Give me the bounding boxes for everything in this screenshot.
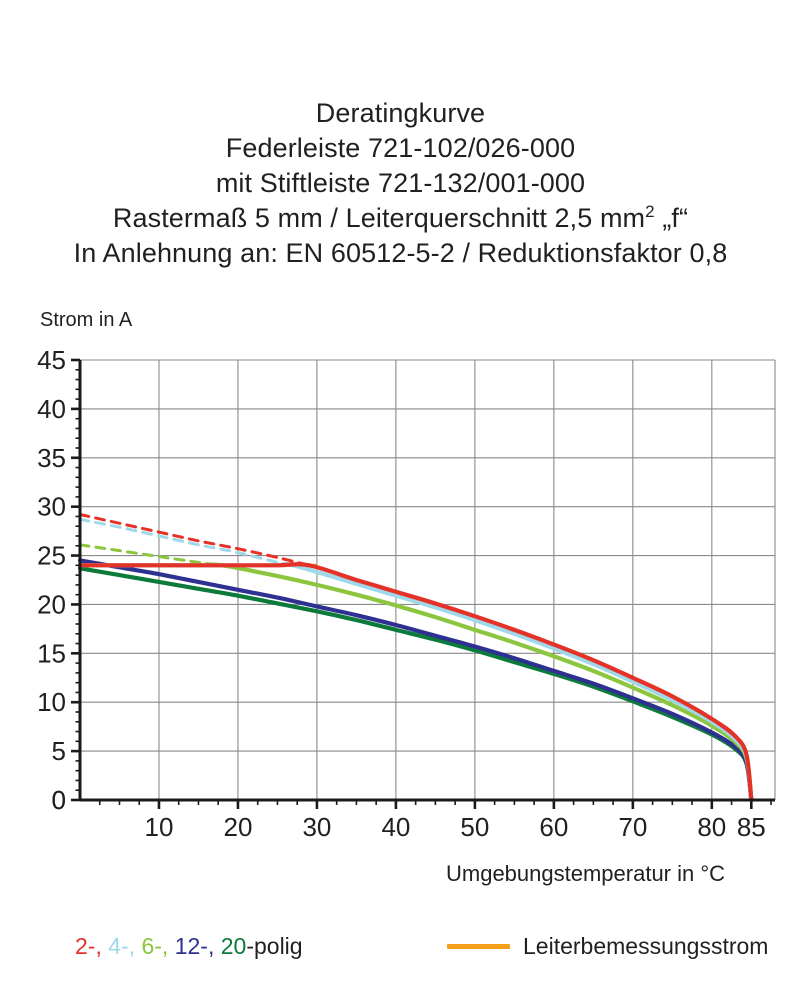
legend-pole-2: 2-,: [75, 933, 109, 959]
y-tick-label-40: 40: [37, 394, 66, 424]
x-tick-label-70: 70: [618, 812, 647, 842]
y-tick-label-20: 20: [37, 589, 66, 619]
title-line-4-post: „f“: [654, 203, 689, 233]
y-tick-label-35: 35: [37, 443, 66, 473]
y-tick-label-10: 10: [37, 687, 66, 717]
legend-pole-6: 6-,: [141, 933, 175, 959]
x-tick-label-85: 85: [737, 812, 766, 842]
y-tick-label-25: 25: [37, 541, 66, 571]
chart-title-block: Deratingkurve Federleiste 721-102/026-00…: [0, 96, 801, 271]
title-line-2: Federleiste 721-102/026-000: [225, 133, 576, 163]
series-2-polig: [77, 562, 754, 803]
legend-rated-label: Leiterbemessungsstrom: [523, 933, 769, 959]
x-tick-label-10: 10: [145, 812, 174, 842]
legend-rated-current: Leiterbemessungsstrom: [447, 933, 768, 960]
legend-poles-suffix: -polig: [246, 933, 303, 959]
series-12-polig: [77, 558, 754, 803]
legend-pole-12: 12-,: [174, 933, 221, 959]
title-line-4: Rastermaß 5 mm / Leiterquerschnitt 2,5 m…: [0, 201, 801, 236]
y-tick-label-0: 0: [52, 785, 66, 815]
title-line-4-superscript: 2: [645, 202, 655, 221]
legend-rated-swatch: [447, 944, 510, 949]
title-line-4-pre: Rastermaß 5 mm / Leiterquerschnitt 2,5 m…: [112, 203, 646, 233]
series-4-polig-unbegrenzt-gestrichelt-: [78, 517, 295, 567]
x-axis-label: Umgebungstemperatur in °C: [446, 861, 726, 886]
title-line-5: In Anlehnung an: EN 60512-5-2 / Reduktio…: [73, 238, 728, 268]
x-tick-label-30: 30: [302, 812, 331, 842]
x-tick-label-20: 20: [223, 812, 252, 842]
title-line-1: Deratingkurve: [315, 98, 486, 128]
legend-poles: 2-, 4-, 6-, 12-, 20-polig: [75, 933, 303, 960]
x-tick-label-0: 0: [52, 785, 66, 815]
x-tick-label-50: 50: [460, 812, 489, 842]
series-2-polig-unbegrenzt-gestrichelt-: [78, 512, 311, 567]
x-tick-label-80: 80: [697, 812, 726, 842]
y-tick-label-15: 15: [37, 638, 66, 668]
title-line-3: mit Stiftleiste 721-132/001-000: [215, 168, 586, 198]
legend-pole-4: 4-,: [108, 933, 142, 959]
x-tick-label-60: 60: [539, 812, 568, 842]
y-tick-label-30: 30: [37, 492, 66, 522]
chart-legend: 2-, 4-, 6-, 12-, 20-polig Leiterbemessun…: [0, 933, 801, 967]
y-tick-label-5: 5: [52, 736, 66, 766]
legend-pole-20: 20: [220, 933, 247, 959]
x-tick-label-40: 40: [381, 812, 410, 842]
y-tick-label-45: 45: [37, 345, 66, 375]
y-axis-label: Strom in A: [40, 309, 133, 331]
